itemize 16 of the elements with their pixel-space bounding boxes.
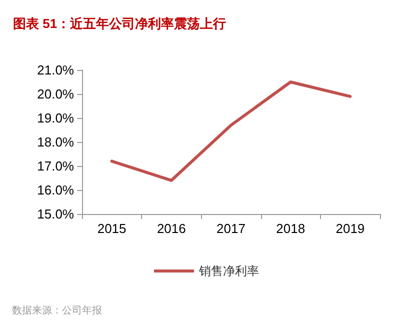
y-tick-label: 19.0%: [37, 110, 74, 126]
y-tick-label: 17.0%: [37, 158, 74, 174]
line-series: [110, 80, 352, 182]
x-tick-label: 2016: [156, 221, 186, 236]
y-tick-label: 16.0%: [37, 182, 74, 198]
legend-label: 销售净利率: [198, 264, 259, 278]
y-tick-label: 21.0%: [37, 62, 74, 78]
y-tick-label: 18.0%: [37, 134, 74, 150]
y-tick-label: 15.0%: [37, 206, 74, 222]
x-tick-label: 2019: [336, 221, 365, 236]
source-note: 数据来源：公司年报: [12, 304, 102, 316]
x-tick-label: 2015: [97, 221, 126, 236]
x-tick-label: 2018: [276, 221, 306, 236]
chart-title: 图表 51：近五年公司净利率震荡上行: [13, 16, 226, 31]
y-tick-label: 20.0%: [37, 86, 74, 102]
x-tick-label: 2017: [216, 221, 246, 236]
